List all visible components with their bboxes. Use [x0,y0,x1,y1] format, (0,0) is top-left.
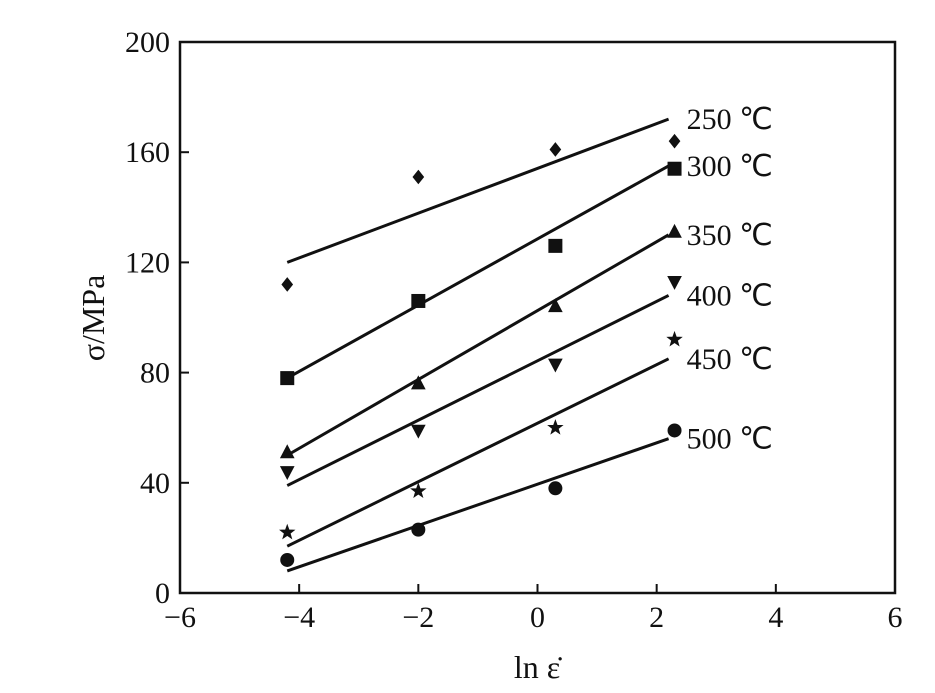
data-points [279,133,683,567]
data-point [411,424,426,439]
data-point [280,552,295,567]
data-point [280,371,295,386]
data-point [667,275,682,290]
series-label: 350 ℃ [687,219,773,252]
data-point [279,523,296,540]
series-label: 300 ℃ [687,150,773,183]
data-point [667,423,682,438]
x-axis-title: ln ε̇ [514,649,562,685]
x-axis-ticks: −6 −4 −2 0 2 4 6 [164,584,903,634]
plot-frame [178,40,897,595]
y-axis-ticks: 0 40 80 120 160 200 [125,26,189,610]
fit-line [286,233,670,457]
data-point [411,293,426,308]
data-point [667,223,682,238]
x-tick-label: 6 [888,601,903,634]
y-tick-label: 160 [125,136,170,169]
fit-line [286,164,670,380]
data-point [281,277,294,292]
data-point [411,375,426,390]
fit-line [286,117,670,264]
series-label: 500 ℃ [687,423,773,456]
x-tick-label: −4 [283,601,315,634]
x-tick-label: 2 [649,601,664,634]
data-point [666,330,683,347]
series-label: 450 ℃ [687,343,773,376]
data-point [667,161,682,176]
data-point [279,444,295,459]
data-point [410,482,427,499]
y-tick-label: 80 [140,357,170,390]
x-tick-label: 0 [530,601,545,634]
y-axis-title: σ/MPa [75,275,111,362]
x-tick-label: −2 [402,601,434,634]
data-point [548,238,563,253]
fit-lines [286,117,670,573]
y-tick-label: 200 [125,26,170,59]
fit-line [286,357,670,548]
data-point [412,169,425,185]
data-point [547,419,564,435]
data-point [548,481,563,496]
data-point [549,142,562,157]
data-point [279,466,295,481]
fit-line [286,294,670,487]
data-point [548,298,563,313]
series-label: 250 ℃ [687,103,773,136]
data-point [548,358,563,373]
series-label: 400 ℃ [687,279,773,312]
x-tick-label: −6 [164,601,196,634]
y-tick-label: 0 [155,577,170,610]
data-point [668,133,681,149]
y-tick-label: 120 [125,246,170,279]
x-tick-label: 4 [768,601,783,634]
y-tick-label: 40 [140,467,170,500]
data-point [411,522,426,537]
fit-line [286,437,670,573]
series-labels: 250 ℃ 300 ℃ 350 ℃ 400 ℃ 450 ℃ 500 ℃ [687,103,773,456]
